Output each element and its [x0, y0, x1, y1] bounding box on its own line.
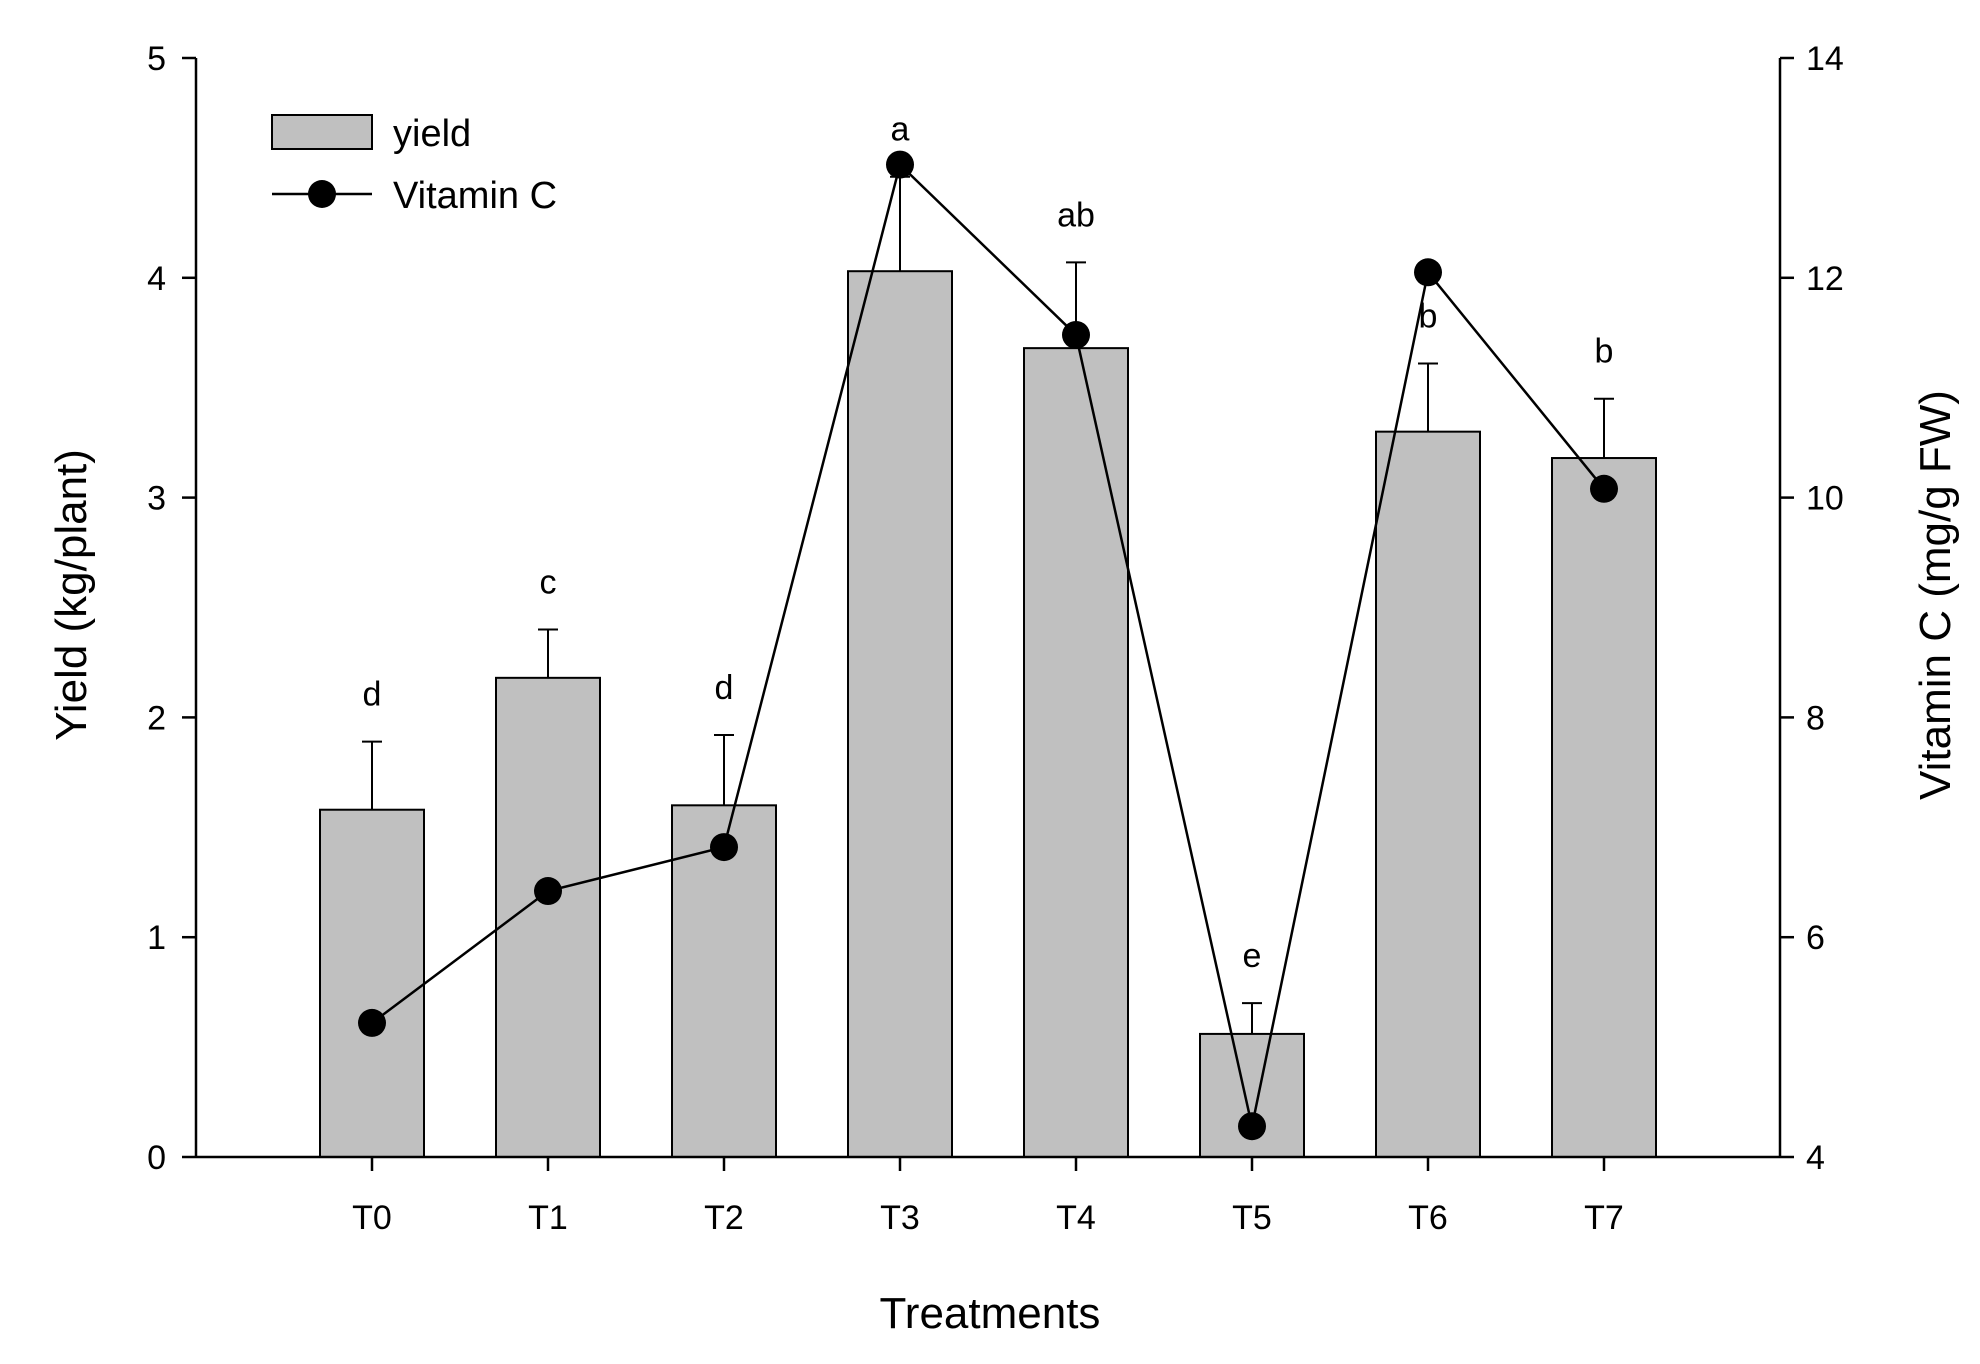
sig-letter-T2: d [715, 669, 734, 707]
x-tick-label-T6: T6 [1408, 1199, 1448, 1237]
yield-bar-T0 [319, 808, 425, 1158]
y2-tick-label-6: 6 [1806, 919, 1825, 957]
vitamin-c-point-T3 [886, 150, 914, 179]
yield-bar-T7 [1551, 457, 1657, 1158]
y-axis-title: Yield (kg/plant) [47, 449, 96, 741]
x-tick-label-T2: T2 [704, 1199, 744, 1237]
x-tick-label-T1: T1 [528, 1199, 568, 1237]
y2-tick-label-10: 10 [1806, 480, 1844, 518]
legend-yield-label: yield [393, 113, 471, 155]
yield-bar-T2 [671, 804, 777, 1158]
sig-letter-T7: b [1595, 333, 1614, 371]
sig-letter-T3: a [891, 111, 910, 149]
vitamin-c-point-T7 [1590, 474, 1618, 503]
vitamin-c-point-T0 [358, 1008, 386, 1037]
y-tick-label-2: 2 [147, 699, 166, 737]
y-tick-label-3: 3 [147, 480, 166, 518]
x-tick-label-T3: T3 [880, 1199, 920, 1237]
legend-vitamin-c-marker [308, 180, 336, 208]
sig-letter-T1: c [540, 563, 557, 601]
vitamin-c-point-T2 [710, 833, 738, 862]
sig-letter-T6: b [1419, 298, 1438, 336]
bars-layer [319, 270, 1657, 1159]
yield-bar-T4 [1023, 347, 1129, 1158]
yield-bar-T6 [1375, 430, 1481, 1159]
x-tick-label-T7: T7 [1584, 1199, 1624, 1237]
vitamin-c-point-T5 [1238, 1112, 1266, 1141]
y-tick-label-1: 1 [147, 919, 166, 957]
legend-vitamin-c-label: Vitamin C [393, 175, 557, 217]
vitamin-c-line-layer [358, 150, 1618, 1141]
y2-tick-label-8: 8 [1806, 699, 1825, 737]
legend-yield-swatch [271, 114, 373, 150]
y2-tick-label-4: 4 [1806, 1139, 1825, 1177]
yield-bar-T3 [847, 270, 953, 1158]
vitamin-c-point-T4 [1062, 320, 1090, 349]
y2-tick-label-12: 12 [1806, 260, 1844, 298]
vitamin-c-point-T1 [534, 877, 562, 906]
sig-letter-T0: d [363, 676, 382, 714]
significance-letters-layer: d c d a ab e b b [363, 111, 1614, 975]
vitamin-c-line [371, 162, 1605, 1127]
x-tick-label-T4: T4 [1056, 1199, 1096, 1237]
x-axis-title: Treatments [880, 1289, 1101, 1338]
legend: yield Vitamin C [271, 113, 557, 217]
y-tick-label-5: 5 [147, 40, 166, 78]
vitamin-c-point-T6 [1414, 258, 1442, 287]
error-bars-layer [362, 175, 1614, 1034]
sig-letter-T4: ab [1057, 196, 1095, 234]
y2-tick-label-14: 14 [1806, 40, 1844, 78]
x-tick-label-T0: T0 [352, 1199, 392, 1237]
x-tick-label-T5: T5 [1232, 1199, 1272, 1237]
y-tick-label-0: 0 [147, 1139, 166, 1177]
sig-letter-T5: e [1243, 937, 1262, 975]
y2-axis-title: Vitamin C (mg/g FW) [1911, 390, 1960, 800]
y-tick-label-4: 4 [147, 260, 166, 298]
